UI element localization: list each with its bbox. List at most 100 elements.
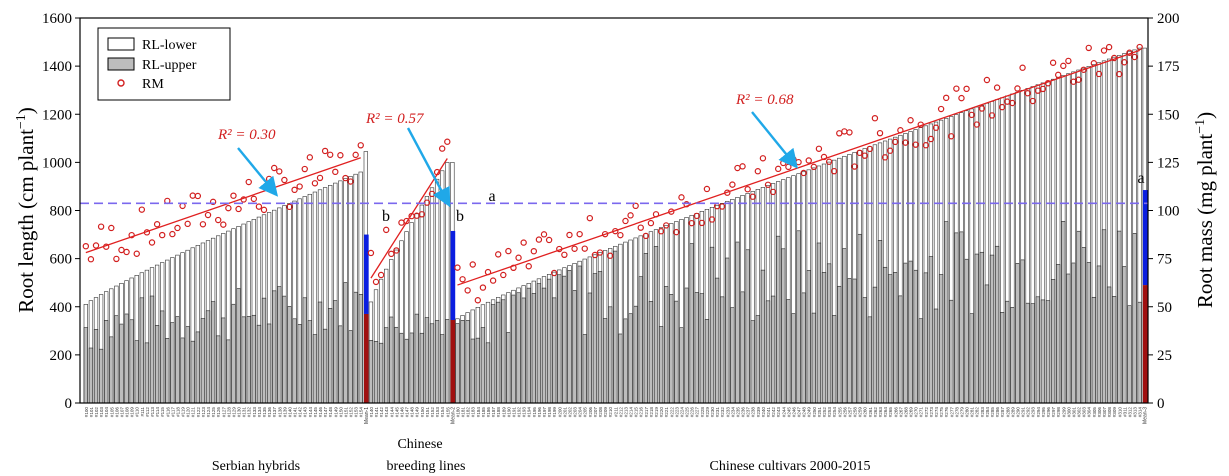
x-tick-label: #146 [318, 407, 323, 418]
x-tick-label: #273 [929, 407, 934, 418]
rm-point [739, 163, 746, 170]
rm-point [347, 178, 354, 185]
bar-rl-upper [277, 286, 282, 404]
rm-point [515, 254, 522, 261]
bar-rl-upper [531, 293, 536, 404]
rm-point [744, 186, 751, 193]
rm-point [953, 85, 960, 92]
rm-point [133, 250, 140, 257]
x-tick-label: #224 [679, 407, 684, 418]
bar-rl-upper [485, 342, 491, 404]
rm-point [662, 222, 670, 229]
x-tick-label: #246 [791, 407, 796, 418]
x-tick-label: #112 [145, 407, 150, 417]
y-axis-left: 0 200 400 600 800 1000 1200 1400 1600 [42, 11, 80, 412]
y-axis-right: 0 25 50 75 100 125 150 175 200 [1148, 11, 1180, 412]
bar-rl-upper [297, 324, 302, 404]
x-tick-label: #225 [685, 407, 690, 418]
rm-point [668, 208, 675, 215]
rm-point [805, 157, 812, 164]
rm-point [459, 276, 466, 283]
x-tick-label: #192 [517, 407, 522, 418]
x-tick-label: #151 [343, 407, 348, 418]
rm-point [958, 94, 965, 102]
x-tick-label-mean: Mean-3 [1143, 407, 1149, 424]
bar-rl-upper [160, 310, 165, 404]
bar-rl-upper [923, 272, 928, 404]
x-tick-label: #121 [191, 407, 196, 418]
rm-point [1105, 43, 1113, 51]
x-tick-label: #197 [542, 407, 547, 418]
bar-rl-upper [694, 292, 699, 404]
x-tick-label: #142 [379, 407, 384, 418]
x-tick-label: #215 [634, 407, 639, 418]
rm-point [291, 186, 298, 194]
x-tick-label: #141 [293, 407, 298, 418]
bar-rl-upper [429, 323, 435, 404]
x-tick-label: #147 [405, 407, 410, 418]
bar-rl-upper [944, 221, 949, 404]
bar-rl-upper [638, 276, 643, 404]
bar-rl-upper [776, 235, 781, 404]
rm-point [1029, 97, 1036, 105]
bar-rl-upper [852, 278, 857, 404]
x-tick-label: #269 [909, 407, 914, 418]
y-left-tick-label: 200 [50, 348, 73, 364]
bar-rl-upper [872, 286, 878, 404]
x-tick-label: #250 [812, 407, 817, 418]
y-left-tick-label: 800 [50, 204, 73, 220]
bar-rl-upper [791, 313, 796, 404]
x-tick-label: #134 [257, 407, 262, 418]
bar-rl-upper [730, 307, 735, 404]
legend-label-rm: RM [142, 77, 164, 92]
rm-point [1116, 70, 1123, 78]
group-label-breeding-line1: Chinese [397, 437, 442, 452]
x-tick-label: #310 [1117, 407, 1122, 418]
y-left-tick-label: 1600 [42, 11, 72, 27]
rm-point [388, 250, 395, 258]
bar-rl-upper [419, 332, 424, 404]
x-tick-label: #268 [903, 407, 908, 418]
rm-point [1054, 71, 1062, 79]
rm-point [810, 163, 818, 171]
bar-rl-upper [175, 316, 180, 404]
bar-rl-upper [552, 297, 557, 404]
x-tick-label: #200 [557, 407, 562, 418]
bar-rl-upper [526, 287, 531, 404]
bar-rl-upper [216, 335, 221, 404]
rm-point [973, 121, 980, 128]
x-tick-label: #131 [242, 407, 247, 418]
bar-rl-upper [577, 265, 582, 404]
bar-rl-upper [867, 316, 872, 404]
x-tick-label: #248 [802, 407, 807, 418]
x-tick-label: #135 [262, 407, 267, 418]
rm-point [993, 84, 1001, 91]
bar-rl-upper [256, 324, 262, 404]
bar-rl-upper [124, 313, 129, 404]
legend: RL-lower RL-upper RM [97, 27, 231, 101]
x-tick-label: #111 [140, 407, 145, 417]
rm-point [871, 114, 879, 122]
x-tick-label: #147 [323, 407, 328, 418]
bar-rl-upper [465, 320, 470, 404]
rm-point [97, 223, 105, 230]
bar-rl-upper [1106, 286, 1112, 404]
rm-point [1060, 62, 1067, 70]
bar-rl-upper [669, 294, 674, 404]
x-tick-label: #257 [847, 407, 852, 418]
bar-rl-upper [1061, 221, 1066, 404]
bar-mean-upper-segment [450, 230, 456, 320]
x-tick-label: #145 [394, 407, 399, 418]
bar-rl-upper [882, 266, 888, 404]
rm-point [830, 167, 838, 175]
x-tick-label: #144 [389, 407, 394, 418]
rm-point [138, 206, 146, 213]
bar-rl-upper [378, 342, 384, 404]
rm-point [479, 284, 487, 291]
rm-point [1131, 53, 1138, 61]
x-tick-label: #236 [741, 407, 746, 418]
rm-point [444, 138, 451, 145]
rm-point [647, 219, 655, 227]
x-tick-label: #189 [501, 407, 506, 418]
